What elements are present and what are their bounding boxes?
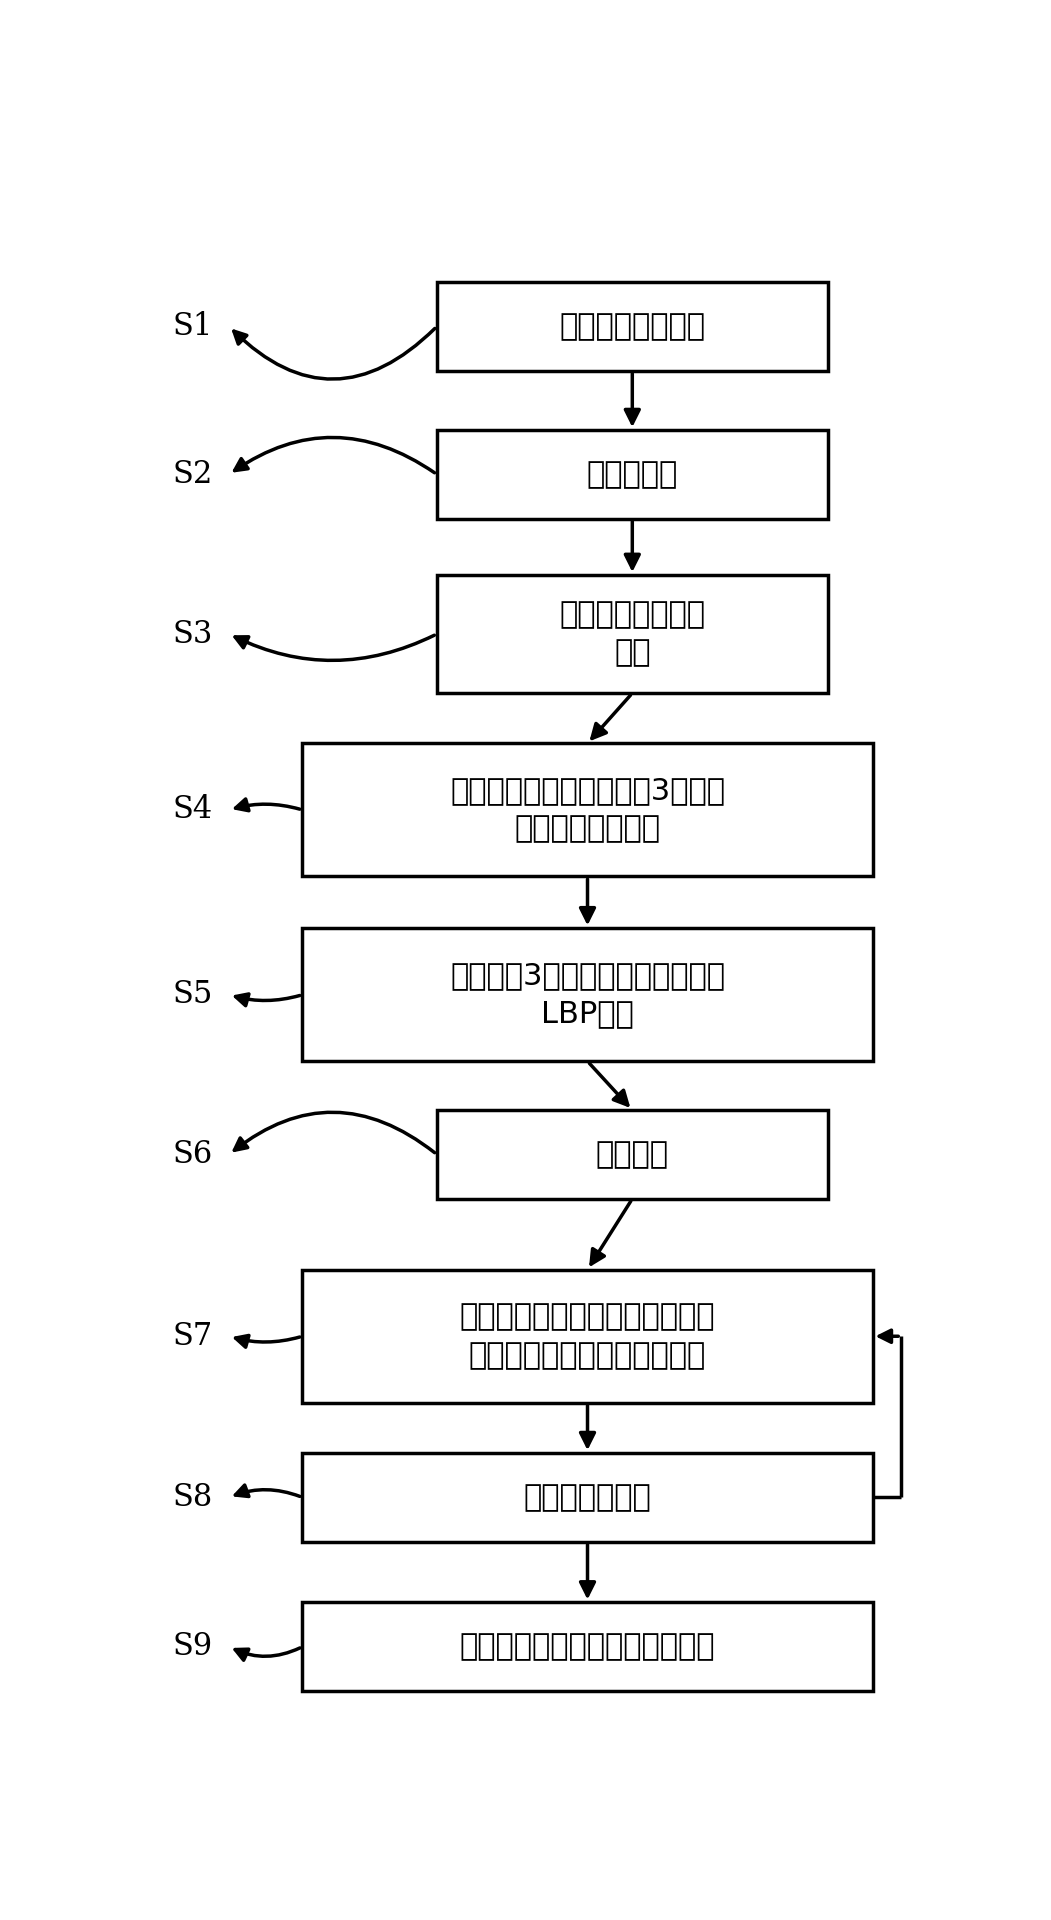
Text: S9: S9 [172,1632,212,1663]
FancyBboxPatch shape [303,1453,872,1542]
FancyBboxPatch shape [303,743,872,876]
Text: S2: S2 [172,459,212,490]
FancyBboxPatch shape [303,1603,872,1692]
Text: S8: S8 [172,1482,212,1513]
FancyBboxPatch shape [437,574,828,693]
Text: 验证支持向量机: 验证支持向量机 [523,1482,652,1511]
Text: 将所有图像进行预
处理: 将所有图像进行预 处理 [559,601,705,668]
Text: 测试支持向量机，输出分类结果: 测试支持向量机，输出分类结果 [459,1632,716,1661]
Text: S7: S7 [172,1321,212,1352]
Text: S4: S4 [172,795,212,826]
Text: S5: S5 [172,979,212,1010]
Text: 依次提取3个数据集中所有图像的
LBP特征: 依次提取3个数据集中所有图像的 LBP特征 [450,962,725,1029]
FancyBboxPatch shape [303,927,872,1062]
FancyBboxPatch shape [437,282,828,371]
Text: S6: S6 [172,1139,212,1169]
FancyBboxPatch shape [437,1110,828,1198]
Text: S1: S1 [172,311,212,342]
Text: 融合特征: 融合特征 [596,1140,668,1169]
Text: 划分数据集: 划分数据集 [586,459,678,490]
Text: 训练支持向量机，采用带精英策
略的超磁细菌算法优化超参数: 训练支持向量机，采用带精英策 略的超磁细菌算法优化超参数 [459,1302,716,1369]
FancyBboxPatch shape [437,430,828,518]
Text: 搭建神经网络，分别提取3个数据
中所有图像的特征: 搭建神经网络，分别提取3个数据 中所有图像的特征 [450,776,725,843]
Text: 采集多张布匹图像: 采集多张布匹图像 [559,311,705,342]
Text: S3: S3 [172,618,212,649]
FancyBboxPatch shape [303,1269,872,1404]
